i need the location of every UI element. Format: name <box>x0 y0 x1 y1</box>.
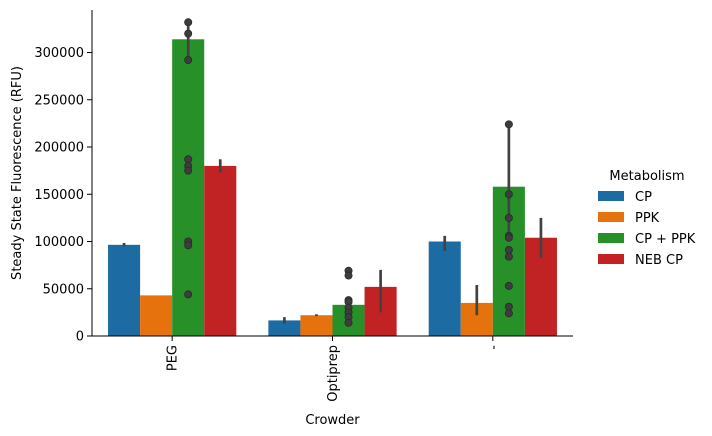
axes-layer: 0 50000 100000 150000 200000 250000 300000 PEG O… <box>34 10 573 402</box>
data-point <box>504 309 513 318</box>
y-tick-label: 150000 <box>34 188 84 203</box>
bar-ppk-0 <box>140 295 173 336</box>
data-point <box>184 56 193 65</box>
x-axis-title: Crowder <box>305 413 360 428</box>
y-tick-label: 100000 <box>34 235 84 250</box>
legend: Metabolism CP PPK CP + PPK NEB CP <box>598 169 696 268</box>
data-point <box>184 241 193 250</box>
data-point <box>344 318 353 327</box>
data-point <box>504 252 513 261</box>
data-point <box>504 302 513 311</box>
legend-swatch <box>598 212 624 222</box>
data-point <box>184 290 193 299</box>
data-point <box>504 246 513 255</box>
data-point <box>504 233 513 242</box>
data-point <box>184 166 193 175</box>
legend-title: Metabolism <box>609 169 684 184</box>
x-tick-label: - <box>486 345 501 350</box>
y-tick-label: 50000 <box>43 282 84 297</box>
y-tick-label: 250000 <box>34 93 84 108</box>
legend-label: PPK <box>635 211 660 226</box>
bar-neb-cp-0 <box>204 165 237 336</box>
y-tick-label: 0 <box>76 330 84 345</box>
data-point <box>184 29 193 38</box>
y-tick-label: 300000 <box>34 46 84 61</box>
data-point <box>504 120 513 129</box>
bar-cp-1 <box>268 320 301 336</box>
legend-swatch <box>598 191 624 201</box>
y-axis-title: Steady State Fluorescence (RFU) <box>10 66 25 280</box>
bar-cp-ppk-0 <box>172 39 205 336</box>
legend-label: CP <box>635 190 652 205</box>
legend-label: NEB CP <box>635 253 683 268</box>
bar-ppk-1 <box>300 315 333 336</box>
points-layer <box>184 18 513 327</box>
data-point <box>504 213 513 222</box>
data-point <box>504 190 513 199</box>
data-point <box>184 155 193 164</box>
bars-layer <box>108 39 557 336</box>
bar-cp-0 <box>108 244 141 336</box>
x-tick-label: Optiprep <box>326 345 341 402</box>
legend-label: CP + PPK <box>635 232 696 247</box>
x-tick-label: PEG <box>166 345 181 371</box>
data-point <box>344 271 353 280</box>
data-point <box>184 18 193 27</box>
legend-swatch <box>598 254 624 264</box>
data-point <box>504 281 513 290</box>
legend-swatch <box>598 233 624 243</box>
bar-cp-2 <box>428 241 461 336</box>
y-tick-label: 200000 <box>34 141 84 156</box>
